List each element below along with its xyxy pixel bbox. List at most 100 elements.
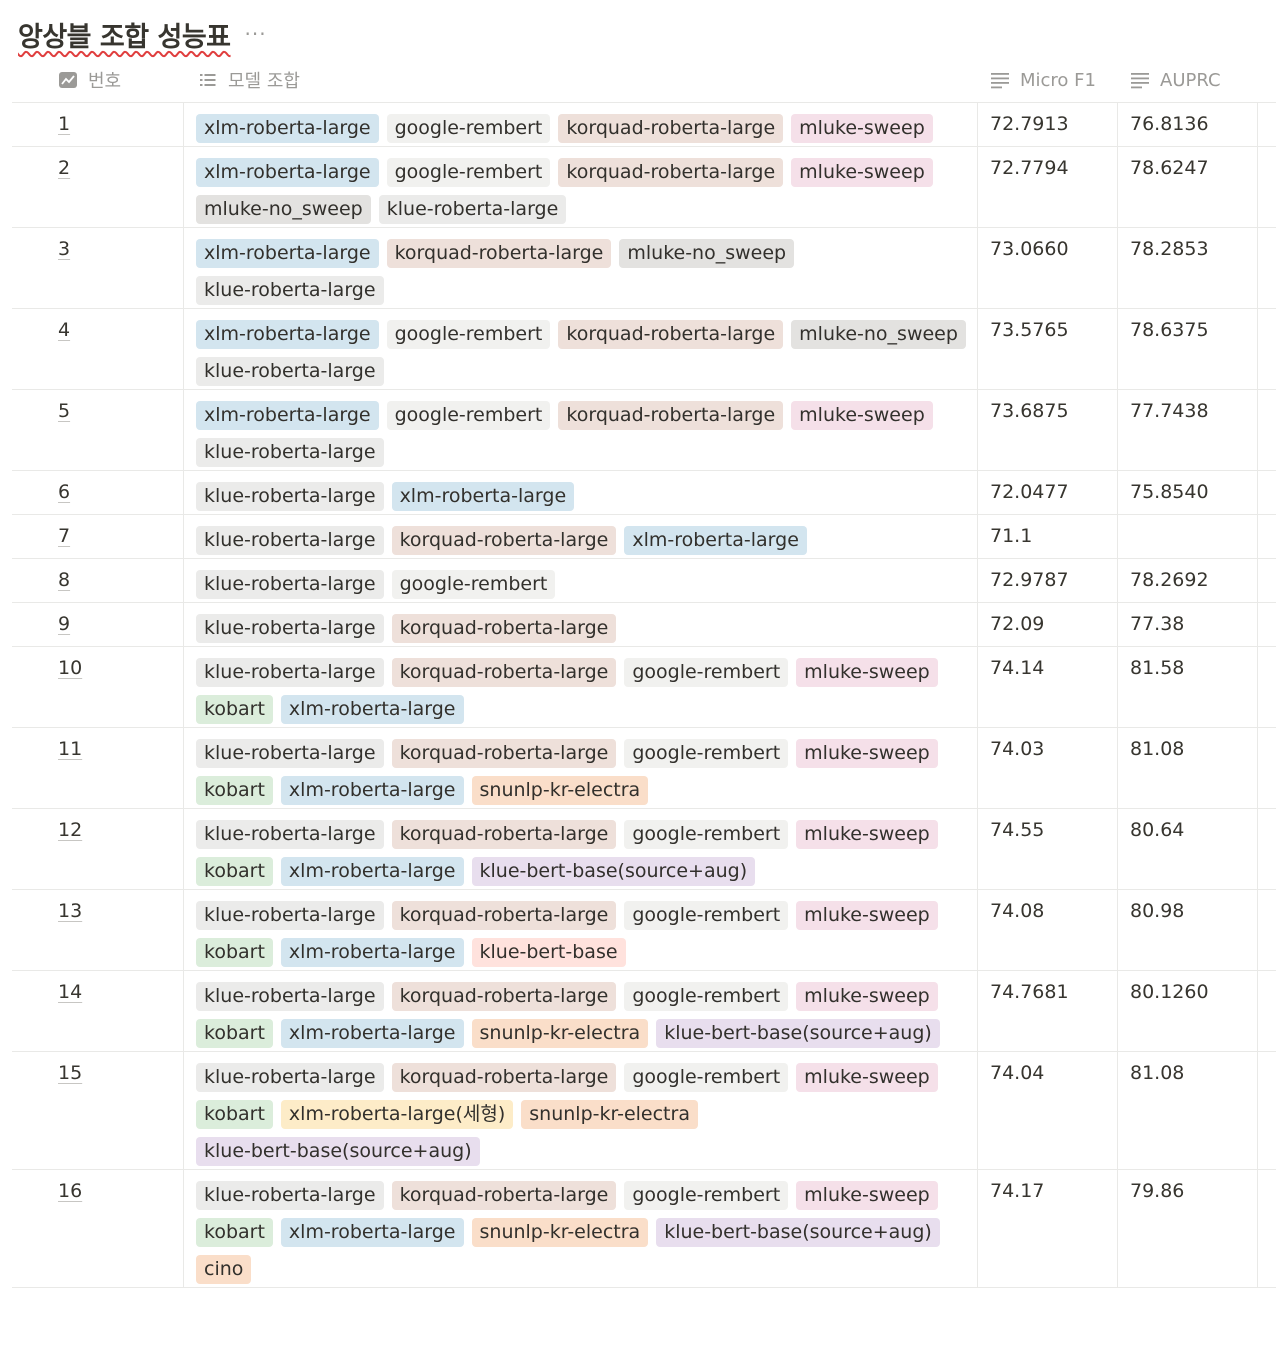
model-tag[interactable]: mluke-sweep xyxy=(796,739,938,768)
cell-num[interactable]: 7 xyxy=(12,515,184,558)
model-tag[interactable]: google-rembert xyxy=(386,158,551,187)
model-tag[interactable]: korquad-roberta-large xyxy=(386,239,612,268)
table-row[interactable]: 5 xlm-roberta-large google-rembert korquad-… xyxy=(12,390,1276,471)
model-tag[interactable]: google-rembert xyxy=(624,982,789,1011)
cell-num[interactable]: 6 xyxy=(12,471,184,514)
page-title[interactable]: 앙상블 조합 성능표 xyxy=(18,15,231,54)
table-row[interactable]: 2 xlm-roberta-large google-rembert korquad-… xyxy=(12,147,1276,228)
model-tag[interactable]: klue-roberta-large xyxy=(196,357,384,386)
table-row[interactable]: 9 klue-roberta-large korquad-roberta-large… xyxy=(12,603,1276,647)
more-options-button[interactable]: ··· xyxy=(244,22,267,46)
table-row[interactable]: 11 klue-roberta-large korquad-roberta-larg… xyxy=(12,728,1276,809)
cell-auprc[interactable]: 81.08 xyxy=(1118,1052,1258,1169)
model-tag[interactable]: mluke-sweep xyxy=(796,820,938,849)
cell-auprc[interactable]: 81.08 xyxy=(1118,728,1258,808)
model-tag[interactable]: klue-bert-base xyxy=(471,938,626,967)
model-tag[interactable]: klue-bert-base(source+aug) xyxy=(196,1137,480,1166)
cell-num[interactable]: 3 xyxy=(12,228,184,308)
cell-auprc[interactable]: 78.2692 xyxy=(1118,559,1258,602)
model-tag[interactable]: klue-roberta-large xyxy=(196,1181,384,1210)
cell-micro-f1[interactable]: 74.55 xyxy=(978,809,1118,889)
model-tag[interactable]: klue-roberta-large xyxy=(196,482,384,511)
model-tag[interactable]: korquad-roberta-large xyxy=(391,982,617,1011)
model-tag[interactable]: klue-roberta-large xyxy=(196,658,384,687)
model-tag[interactable]: mluke-sweep xyxy=(791,158,933,187)
cell-models[interactable]: klue-roberta-large korquad-roberta-large xyxy=(184,603,978,646)
model-tag[interactable]: klue-roberta-large xyxy=(196,526,384,555)
table-row[interactable]: 14 klue-roberta-large korquad-roberta-larg… xyxy=(12,971,1276,1052)
cell-models[interactable]: klue-roberta-large korquad-roberta-large g… xyxy=(184,647,978,727)
cell-auprc[interactable]: 80.1260 xyxy=(1118,971,1258,1051)
model-tag[interactable]: xlm-roberta-large xyxy=(280,776,464,805)
model-tag[interactable]: mluke-no_sweep xyxy=(791,320,966,349)
model-tag[interactable]: korquad-roberta-large xyxy=(558,114,784,143)
model-tag[interactable]: korquad-roberta-large xyxy=(558,158,784,187)
model-tag[interactable]: kobart xyxy=(196,857,273,886)
cell-models[interactable]: xlm-roberta-large google-rembert korquad-r… xyxy=(184,103,978,146)
cell-micro-f1[interactable]: 71.1 xyxy=(978,515,1118,558)
model-tag[interactable]: klue-roberta-large xyxy=(196,739,384,768)
cell-models[interactable]: xlm-roberta-large google-rembert korquad-r… xyxy=(184,147,978,227)
cell-auprc[interactable]: 77.38 xyxy=(1118,603,1258,646)
cell-num[interactable]: 2 xyxy=(12,147,184,227)
cell-auprc[interactable]: 79.86 xyxy=(1118,1170,1258,1287)
model-tag[interactable]: korquad-roberta-large xyxy=(391,1063,617,1092)
cell-micro-f1[interactable]: 74.08 xyxy=(978,890,1118,970)
model-tag[interactable]: korquad-roberta-large xyxy=(391,526,617,555)
table-row[interactable]: 3 xlm-roberta-large korquad-roberta-large m… xyxy=(12,228,1276,309)
model-tag[interactable]: xlm-roberta-large xyxy=(391,482,575,511)
model-tag[interactable]: snunlp-kr-electra xyxy=(471,776,649,805)
cell-num[interactable]: 5 xyxy=(12,390,184,470)
cell-num[interactable]: 8 xyxy=(12,559,184,602)
model-tag[interactable]: klue-roberta-large xyxy=(196,276,384,305)
model-tag[interactable]: korquad-roberta-large xyxy=(391,1181,617,1210)
model-tag[interactable]: klue-bert-base(source+aug) xyxy=(656,1019,940,1048)
cell-num[interactable]: 15 xyxy=(12,1052,184,1169)
table-row[interactable]: 13 klue-roberta-large korquad-roberta-larg… xyxy=(12,890,1276,971)
cell-auprc[interactable] xyxy=(1118,515,1258,558)
model-tag[interactable]: kobart xyxy=(196,1100,273,1129)
model-tag[interactable]: korquad-roberta-large xyxy=(391,658,617,687)
model-tag[interactable]: xlm-roberta-large xyxy=(280,1019,464,1048)
cell-models[interactable]: klue-roberta-large korquad-roberta-large x… xyxy=(184,515,978,558)
model-tag[interactable]: klue-roberta-large xyxy=(196,1063,384,1092)
table-row[interactable]: 10 klue-roberta-large korquad-roberta-larg… xyxy=(12,647,1276,728)
cell-auprc[interactable]: 80.98 xyxy=(1118,890,1258,970)
cell-models[interactable]: klue-roberta-large korquad-roberta-large g… xyxy=(184,809,978,889)
cell-models[interactable]: xlm-roberta-large korquad-roberta-large ml… xyxy=(184,228,978,308)
model-tag[interactable]: xlm-roberta-large xyxy=(280,1218,464,1247)
column-header-num[interactable]: 번호 xyxy=(12,58,184,102)
cell-auprc[interactable]: 75.8540 xyxy=(1118,471,1258,514)
model-tag[interactable]: klue-roberta-large xyxy=(196,901,384,930)
cell-num[interactable]: 12 xyxy=(12,809,184,889)
table-row[interactable]: 1 xlm-roberta-large google-rembert korquad-… xyxy=(12,103,1276,147)
cell-models[interactable]: klue-roberta-large xlm-roberta-large xyxy=(184,471,978,514)
cell-models[interactable]: klue-roberta-large google-rembert xyxy=(184,559,978,602)
model-tag[interactable]: mluke-sweep xyxy=(796,658,938,687)
cell-micro-f1[interactable]: 74.03 xyxy=(978,728,1118,808)
model-tag[interactable]: xlm-roberta-large xyxy=(280,857,464,886)
cell-num[interactable]: 13 xyxy=(12,890,184,970)
cell-micro-f1[interactable]: 72.9787 xyxy=(978,559,1118,602)
cell-micro-f1[interactable]: 73.5765 xyxy=(978,309,1118,389)
model-tag[interactable]: xlm-roberta-large xyxy=(196,401,379,430)
model-tag[interactable]: kobart xyxy=(196,695,273,724)
cell-micro-f1[interactable]: 74.04 xyxy=(978,1052,1118,1169)
model-tag[interactable]: korquad-roberta-large xyxy=(391,901,617,930)
cell-num[interactable]: 10 xyxy=(12,647,184,727)
cell-models[interactable]: klue-roberta-large korquad-roberta-large g… xyxy=(184,890,978,970)
model-tag[interactable]: klue-roberta-large xyxy=(196,438,384,467)
model-tag[interactable]: xlm-roberta-large(세형) xyxy=(280,1100,514,1129)
table-row[interactable]: 7 klue-roberta-large korquad-roberta-large… xyxy=(12,515,1276,559)
cell-auprc[interactable]: 78.6247 xyxy=(1118,147,1258,227)
cell-auprc[interactable]: 81.58 xyxy=(1118,647,1258,727)
cell-models[interactable]: klue-roberta-large korquad-roberta-large g… xyxy=(184,1170,978,1287)
model-tag[interactable]: xlm-roberta-large xyxy=(280,938,464,967)
model-tag[interactable]: mluke-no_sweep xyxy=(196,195,371,224)
cell-micro-f1[interactable]: 73.6875 xyxy=(978,390,1118,470)
model-tag[interactable]: google-rembert xyxy=(386,320,551,349)
model-tag[interactable]: mluke-sweep xyxy=(791,114,933,143)
model-tag[interactable]: google-rembert xyxy=(624,739,789,768)
model-tag[interactable]: google-rembert xyxy=(386,114,551,143)
cell-micro-f1[interactable]: 73.0660 xyxy=(978,228,1118,308)
